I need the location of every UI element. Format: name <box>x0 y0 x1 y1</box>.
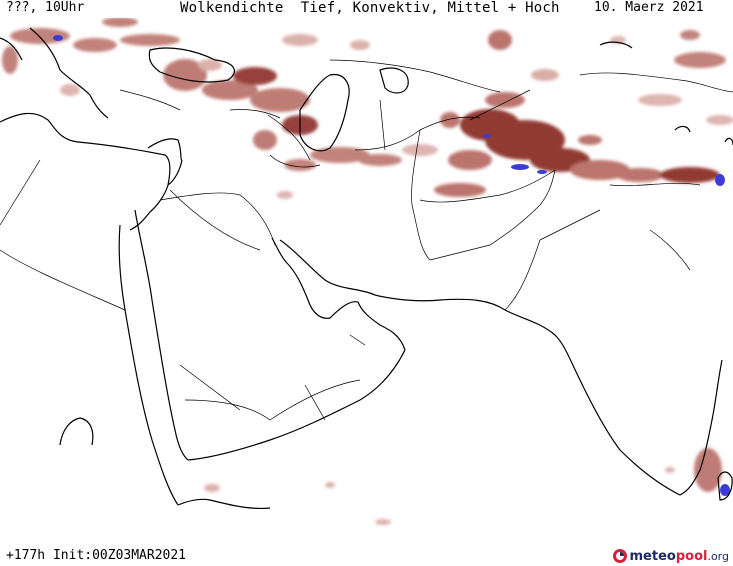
meteopool-logo[interactable]: meteopool.org <box>612 546 730 566</box>
cloud-patch-iran <box>277 144 438 199</box>
weather-map <box>0 18 733 540</box>
cloud-peak-spots <box>53 35 730 496</box>
cloud-patch-south <box>204 448 722 525</box>
meteopool-logo-text: meteopool.org <box>629 548 730 564</box>
run-label: ???, 10Uhr <box>6 0 85 15</box>
meteopool-logo-icon <box>612 549 627 563</box>
product-title: Wolkendichte Tief, Konvektiv, Mittel + H… <box>180 0 560 16</box>
map-footer: +177h Init:00Z03MAR2021 meteopool.org <box>0 544 733 566</box>
cloud-patch-himalaya <box>434 30 720 197</box>
cloud-density-layer <box>2 18 733 525</box>
valid-date: 10. Maerz 2021 <box>594 0 704 15</box>
country-borders <box>0 59 733 421</box>
forecast-init-info: +177h Init:00Z03MAR2021 <box>6 548 187 563</box>
cloud-patch-northeast <box>610 30 733 125</box>
map-header: ???, 10Uhr Wolkendichte Tief, Konvektiv,… <box>0 0 733 18</box>
cloud-patch-balkans <box>2 18 180 96</box>
coastlines <box>0 27 733 510</box>
